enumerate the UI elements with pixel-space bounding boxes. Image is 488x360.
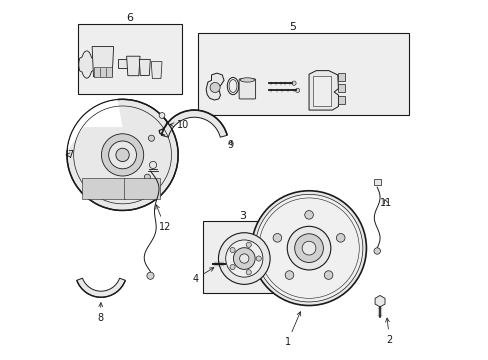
Text: 8: 8 [97,303,103,323]
Circle shape [210,82,220,93]
Text: 10: 10 [170,121,189,130]
Polygon shape [206,73,224,100]
Circle shape [101,134,143,176]
Text: 11: 11 [379,198,391,208]
Polygon shape [92,46,113,77]
Circle shape [245,270,251,275]
Text: 12: 12 [156,205,171,231]
Text: 2: 2 [385,318,392,345]
Circle shape [146,272,154,279]
Circle shape [302,241,315,255]
Circle shape [106,182,112,188]
Circle shape [255,194,362,302]
Circle shape [108,141,136,169]
Circle shape [148,135,154,141]
Circle shape [245,242,251,247]
Polygon shape [161,110,227,137]
FancyBboxPatch shape [198,33,408,116]
Polygon shape [118,59,129,68]
Polygon shape [79,51,94,78]
Polygon shape [338,84,344,92]
Ellipse shape [240,78,254,82]
Circle shape [285,271,293,279]
Text: 7: 7 [66,150,74,160]
Text: 3: 3 [239,211,245,221]
Text: 9: 9 [226,140,233,150]
Text: 5: 5 [289,22,296,32]
Circle shape [295,88,299,93]
Polygon shape [77,278,125,297]
FancyBboxPatch shape [124,178,160,199]
Circle shape [67,99,178,211]
Circle shape [251,191,366,306]
Circle shape [336,234,345,242]
Circle shape [229,265,235,270]
Polygon shape [126,56,140,76]
Polygon shape [338,73,344,81]
Polygon shape [308,71,338,110]
Text: 6: 6 [126,13,133,23]
Polygon shape [68,100,122,150]
Polygon shape [312,76,330,106]
Text: 4: 4 [193,267,213,284]
FancyBboxPatch shape [81,178,124,199]
Circle shape [286,226,330,270]
Polygon shape [139,59,150,76]
Circle shape [304,211,313,219]
FancyBboxPatch shape [239,79,255,99]
Circle shape [116,148,129,162]
Circle shape [272,234,281,242]
Text: 1: 1 [284,312,300,347]
FancyBboxPatch shape [78,24,182,94]
Polygon shape [151,62,162,78]
Circle shape [218,233,269,284]
Circle shape [373,248,380,254]
Circle shape [159,113,164,118]
Polygon shape [93,67,112,77]
Circle shape [239,254,248,263]
Circle shape [291,81,296,85]
FancyBboxPatch shape [373,179,381,185]
Polygon shape [338,96,344,104]
Circle shape [233,248,255,269]
Circle shape [229,247,235,253]
FancyBboxPatch shape [203,221,282,293]
Circle shape [144,174,150,180]
Circle shape [256,256,261,261]
Circle shape [294,234,323,262]
Circle shape [324,271,332,279]
Circle shape [225,240,263,277]
